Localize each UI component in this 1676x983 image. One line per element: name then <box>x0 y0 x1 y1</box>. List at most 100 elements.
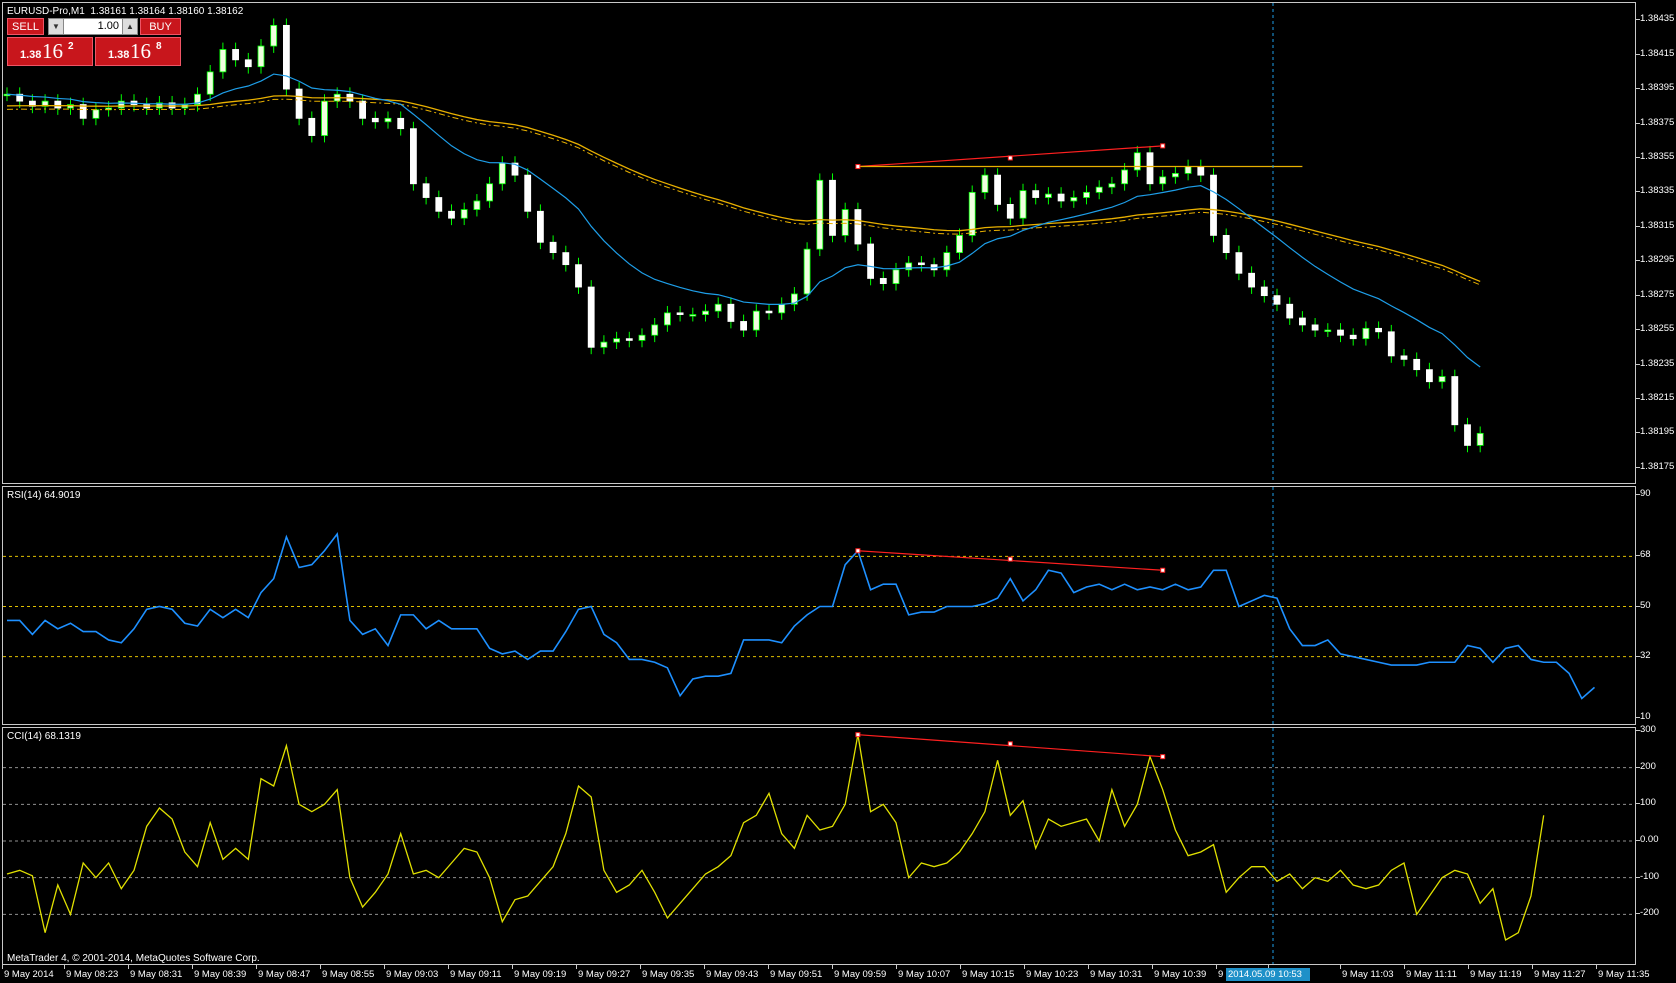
candle-body <box>16 93 24 102</box>
time-tick <box>64 965 65 969</box>
lot-decrease-icon[interactable]: ▼ <box>49 19 64 34</box>
candle-body <box>359 100 367 119</box>
rsi-line <box>7 532 1596 700</box>
candle-body <box>575 264 582 288</box>
time-tick <box>1468 965 1469 969</box>
candle-body <box>511 162 519 176</box>
scale-tick <box>1636 225 1640 227</box>
candle-body <box>981 174 989 193</box>
scale-tick <box>1636 122 1640 124</box>
buy-price-fraction: 8 <box>156 41 162 52</box>
candle-body <box>829 179 836 236</box>
candle-body <box>232 49 240 61</box>
price-scale-label: 1.38395 <box>1640 82 1675 94</box>
time-axis-label: 9 May 08:23 <box>66 969 119 980</box>
rsi-divergence-anchor <box>855 548 861 554</box>
time-axis-label: 9 May 08:47 <box>258 969 311 980</box>
candle-body <box>448 210 455 219</box>
candle-body <box>460 209 468 219</box>
candle-body <box>892 269 900 284</box>
rsi-divergence-anchor <box>1160 567 1166 573</box>
price-scale-label: 1.38415 <box>1640 47 1675 59</box>
rsi-label: RSI(14) 64.9019 <box>7 490 81 501</box>
cci-divergence-anchor <box>1007 741 1013 747</box>
price-scale-label: 1.38195 <box>1640 426 1675 438</box>
candle-body <box>1235 252 1243 274</box>
candle-body <box>549 241 557 254</box>
candle-body <box>282 24 290 90</box>
cci-label: CCI(14) 68.1319 <box>7 731 81 742</box>
candle-body <box>473 200 481 210</box>
rsi-chart <box>3 487 1635 724</box>
candle-body <box>1019 190 1027 219</box>
candle-body <box>1057 193 1065 202</box>
sell-price-pips: 16 <box>42 39 63 63</box>
candle-body <box>409 128 417 185</box>
candle-body <box>1387 331 1395 357</box>
candle-body <box>1248 272 1255 288</box>
time-tick <box>896 965 897 969</box>
candle-body <box>1210 174 1217 236</box>
rsi-pane[interactable]: RSI(14) 64.9019 <box>2 486 1636 725</box>
cci-divergence-anchor <box>1160 754 1166 760</box>
price-scale-label: 1.38275 <box>1640 288 1675 300</box>
candle-body <box>244 59 252 68</box>
candle-body <box>905 262 913 271</box>
candle-body <box>219 49 227 73</box>
one-click-trading-panel: SELL ▼ 1.00 ▲ BUY 1.38 16 2 1.38 16 8 <box>7 18 181 66</box>
lot-size-stepper[interactable]: ▼ 1.00 ▲ <box>48 18 138 35</box>
time-tick <box>1532 965 1533 969</box>
candle-body <box>587 286 595 348</box>
candle-body <box>613 338 620 343</box>
candle-body <box>854 209 862 245</box>
candle-body <box>257 45 265 68</box>
sell-price-fraction: 2 <box>68 41 74 52</box>
scale-tick <box>1636 397 1640 399</box>
buy-price-button[interactable]: 1.38 16 8 <box>95 37 181 66</box>
candle-body <box>1286 303 1294 319</box>
lot-size-input[interactable]: 1.00 <box>97 20 119 32</box>
lot-increase-icon[interactable]: ▲ <box>122 19 137 34</box>
time-axis-label: 9 May 09:43 <box>706 969 759 980</box>
time-tick <box>1596 965 1597 969</box>
candle-body <box>702 310 709 315</box>
time-tick <box>512 965 513 969</box>
candle-body <box>1337 329 1344 336</box>
scale-tick <box>1636 432 1640 434</box>
candle-body <box>270 24 278 47</box>
candle-body <box>1222 234 1230 254</box>
price-scale-label: 1.38175 <box>1640 460 1675 472</box>
price-chart-pane[interactable]: EURUSD-Pro,M1 1.38161 1.38164 1.38160 1.… <box>2 2 1636 484</box>
time-axis-label: 9 May 10:39 <box>1154 969 1207 980</box>
rsi-scale-label: 50 <box>1640 599 1651 611</box>
candle-body <box>79 104 87 119</box>
cci-scale-label: -100 <box>1640 870 1660 882</box>
candle-body <box>1273 295 1281 305</box>
time-axis-label: 9 May 08:39 <box>194 969 247 980</box>
candle-body <box>1159 176 1167 185</box>
time-tick <box>1024 965 1025 969</box>
cci-pane[interactable]: CCI(14) 68.1319 MetaTrader 4, © 2001-201… <box>2 727 1636 965</box>
time-axis-label: 9 May 11:11 <box>1406 969 1457 980</box>
candle-body <box>791 293 798 305</box>
scale-tick <box>1636 766 1640 768</box>
time-axis-label: 9 May 11:35 <box>1598 969 1650 980</box>
cci-scale-label: -200 <box>1640 907 1660 919</box>
time-axis-label: 9 <box>1218 969 1224 980</box>
buy-button[interactable]: BUY <box>140 18 181 35</box>
sell-price-button[interactable]: 1.38 16 2 <box>7 37 93 66</box>
time-tick <box>192 965 193 969</box>
rsi-scale-label: 32 <box>1640 649 1651 661</box>
time-tick <box>256 965 257 969</box>
chart-ohlc: 1.38161 1.38164 1.38160 1.38162 <box>90 6 244 17</box>
cci-chart <box>3 728 1635 964</box>
sell-button[interactable]: SELL <box>7 18 44 35</box>
candle-body <box>1006 204 1014 219</box>
scale-tick <box>1636 363 1640 365</box>
candle-body <box>841 209 849 236</box>
trendline-anchor <box>855 164 861 170</box>
scale-tick <box>1636 53 1640 55</box>
price-scale-label: 1.38315 <box>1640 219 1675 231</box>
candle-body <box>727 303 735 322</box>
candle-body <box>1375 327 1382 333</box>
